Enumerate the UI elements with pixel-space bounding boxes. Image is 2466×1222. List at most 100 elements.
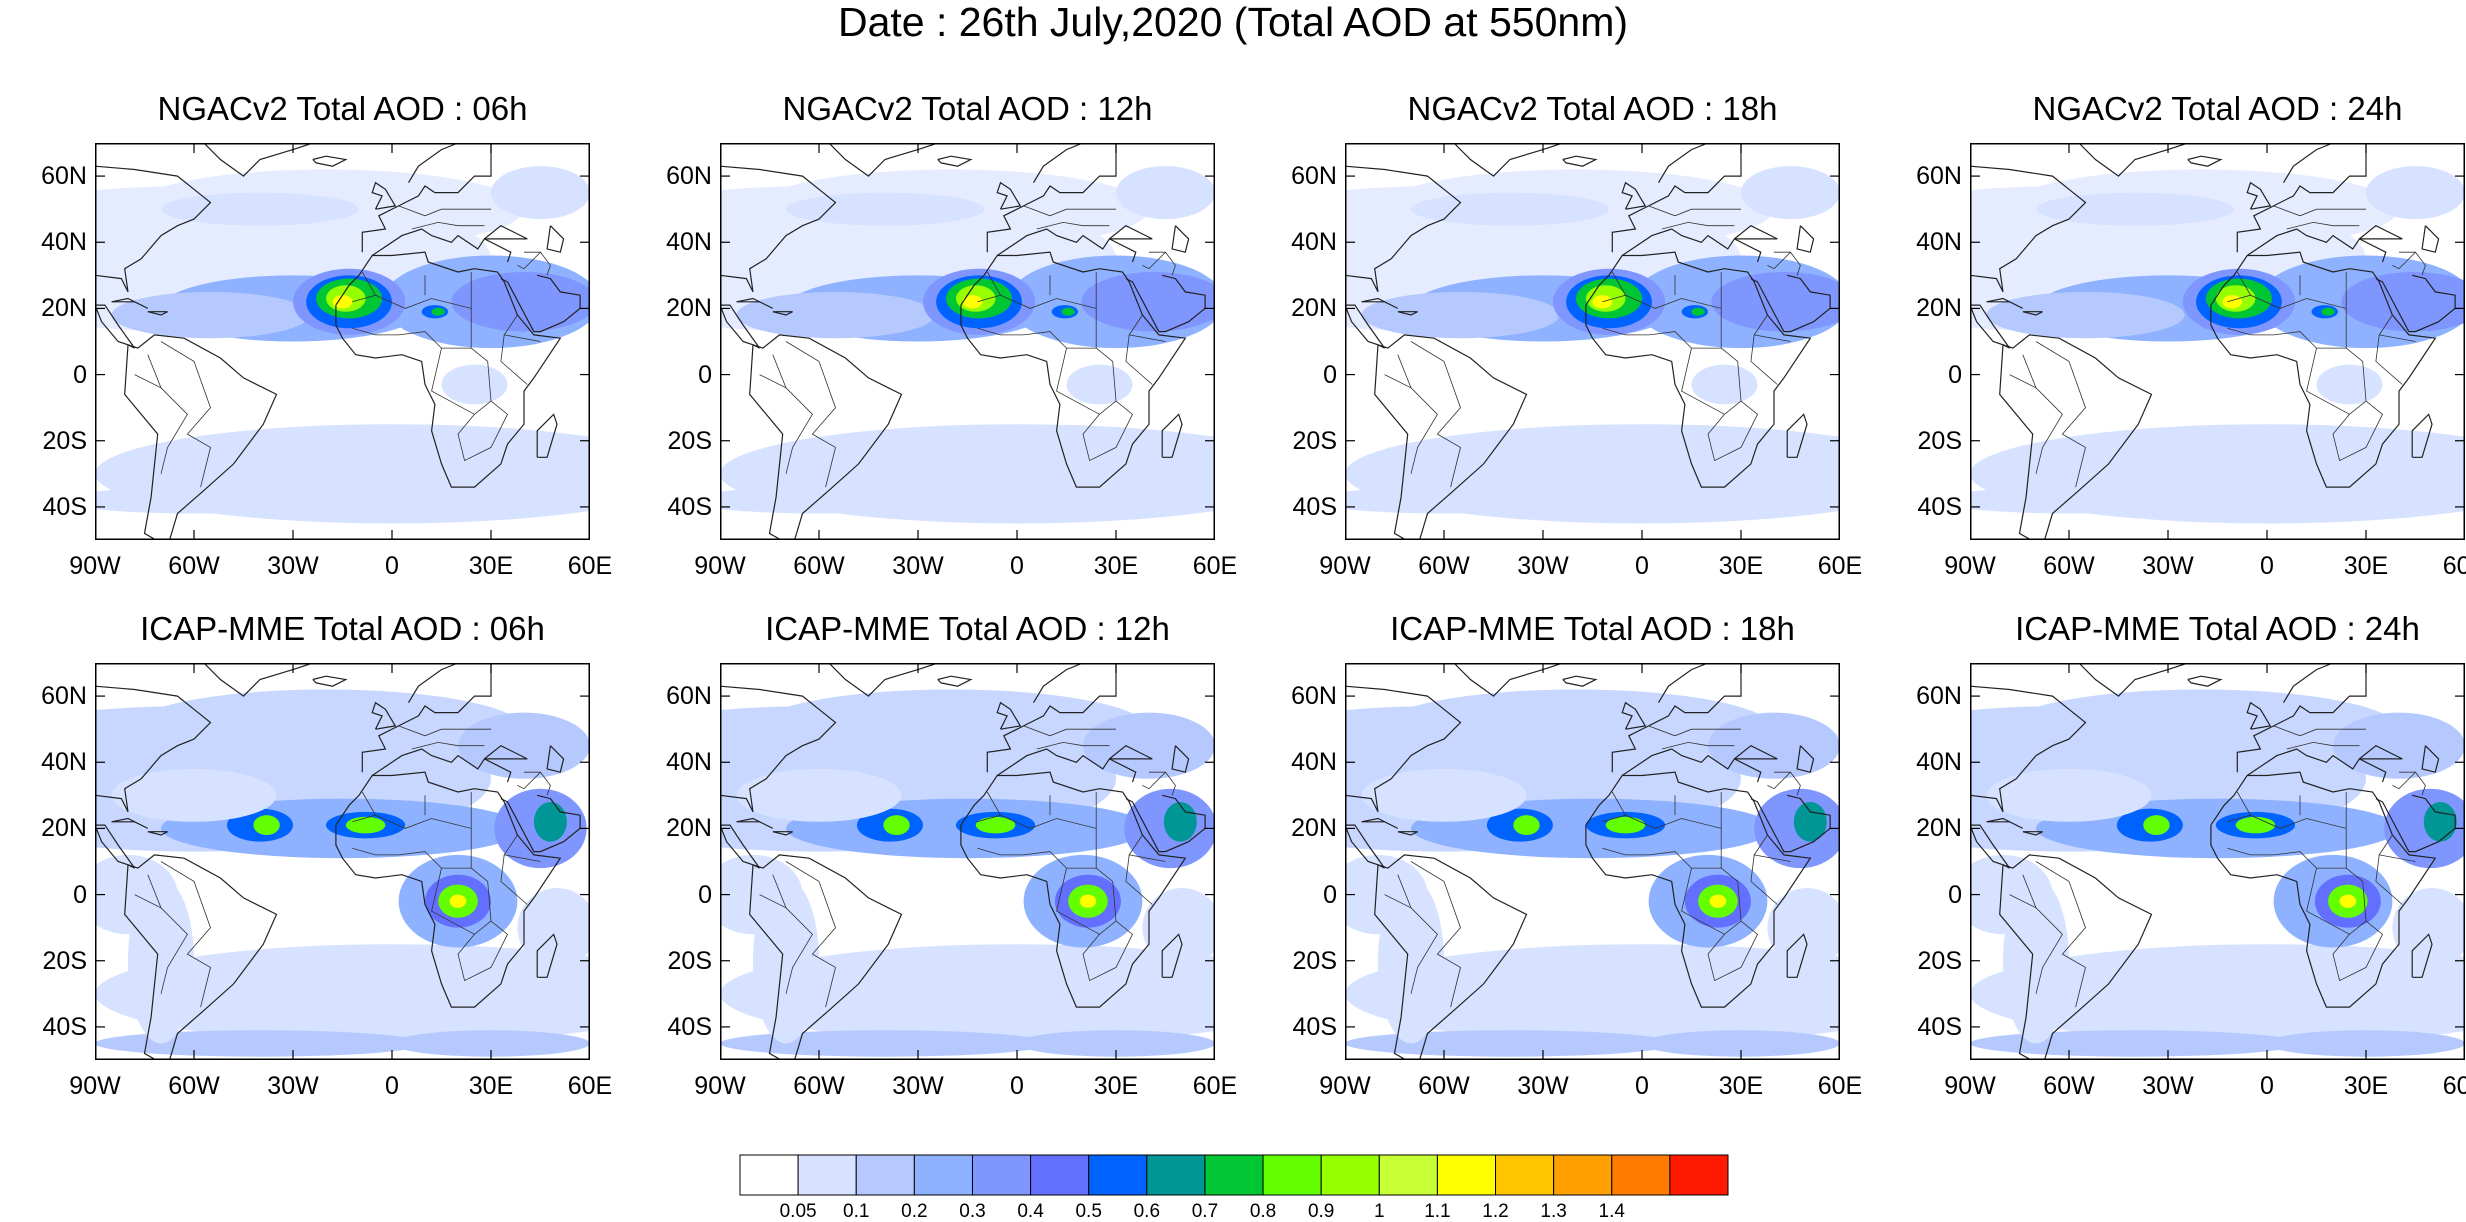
country-border bbox=[1767, 251, 1791, 270]
aod-field-contour bbox=[2423, 801, 2457, 842]
country-border bbox=[1774, 771, 1801, 796]
colorbar-swatch bbox=[1436, 1154, 1497, 1196]
aod-field-contour bbox=[392, 1030, 590, 1057]
country-border bbox=[134, 354, 162, 389]
lon-tick-label: 90W bbox=[1944, 1072, 1996, 1100]
aod-field-contour bbox=[2339, 894, 2357, 908]
country-border bbox=[1767, 771, 1791, 790]
lat-tick-label: 40S bbox=[1917, 1012, 1962, 1041]
lon-tick-label: 90W bbox=[1944, 552, 1996, 580]
lat-tick-label: 40N bbox=[666, 748, 712, 777]
colorbar-swatch bbox=[739, 1154, 799, 1196]
panel-title: ICAP-MME Total AOD : 18h bbox=[1390, 610, 1795, 647]
lat-tick-label: 20N bbox=[41, 814, 87, 843]
panel-title: ICAP-MME Total AOD : 06h bbox=[140, 610, 545, 647]
coastline bbox=[1786, 413, 1808, 458]
aod-map bbox=[1345, 663, 1840, 1060]
lat-tick-label: 40N bbox=[666, 228, 712, 257]
country-border bbox=[431, 347, 492, 415]
colorbar-label: 0.3 bbox=[959, 1201, 986, 1222]
lon-tick-label: 60E bbox=[1817, 1072, 1863, 1100]
aod-field-contour bbox=[253, 815, 280, 836]
colorbar-label: 0.05 bbox=[779, 1201, 817, 1222]
coastline bbox=[2359, 224, 2403, 240]
aod-field-contour bbox=[736, 768, 902, 822]
country-border bbox=[1602, 814, 1722, 869]
country-border bbox=[2375, 854, 2403, 905]
country-border bbox=[2009, 354, 2037, 389]
country-border bbox=[2378, 314, 2416, 342]
coastline bbox=[996, 181, 1022, 210]
colorbar-swatch bbox=[971, 1154, 1032, 1196]
country-border bbox=[2332, 400, 2384, 462]
country-border bbox=[1753, 834, 1791, 862]
lat-tick-label: 20S bbox=[1292, 946, 1337, 975]
coastline bbox=[2078, 663, 2188, 697]
country-border bbox=[1128, 834, 1166, 862]
aod-field-contour bbox=[2341, 272, 2465, 332]
country-border bbox=[785, 387, 813, 474]
country-border bbox=[398, 205, 491, 217]
coastline bbox=[124, 854, 278, 1060]
aod-field-contour bbox=[1691, 307, 1705, 316]
lon-tick-label: 30E bbox=[468, 1072, 514, 1100]
lon-tick-label: 90W bbox=[1319, 1072, 1371, 1100]
aod-background-field bbox=[720, 944, 1215, 1044]
lat-tick-label: 40N bbox=[41, 228, 87, 257]
coastline bbox=[2359, 744, 2403, 760]
aod-background-field bbox=[753, 689, 1149, 769]
aod-field-contour bbox=[2143, 815, 2170, 836]
coastline bbox=[2411, 413, 2433, 458]
lon-tick-label: 0 bbox=[385, 552, 399, 580]
aod-field-contour bbox=[1711, 272, 1840, 332]
coastline bbox=[1657, 663, 1709, 704]
lat-tick-label: 40S bbox=[1292, 492, 1337, 521]
coastline bbox=[2421, 225, 2440, 253]
aod-field-contour bbox=[95, 487, 326, 514]
coastline bbox=[960, 771, 1187, 1008]
country-border bbox=[500, 334, 528, 385]
aod-field-contour bbox=[1345, 1030, 1675, 1057]
country-border bbox=[2227, 814, 2347, 869]
lat-tick-label: 20S bbox=[42, 426, 87, 455]
aod-field-contour bbox=[883, 815, 910, 836]
country-border bbox=[1142, 771, 1166, 790]
country-border bbox=[2306, 347, 2367, 415]
lon-tick-label: 0 bbox=[1635, 1072, 1649, 1100]
aod-field-contour bbox=[441, 364, 508, 405]
panel-title: NGACv2 Total AOD : 12h bbox=[782, 90, 1153, 127]
colorbar-swatch bbox=[1495, 1154, 1555, 1196]
country-border bbox=[411, 221, 485, 230]
coastline bbox=[2282, 143, 2334, 184]
colorbar-label: 1.3 bbox=[1540, 1201, 1567, 1222]
aod-field-contour bbox=[1609, 427, 1741, 454]
country-border bbox=[524, 251, 551, 276]
coastline bbox=[95, 165, 212, 293]
aod-field-contour bbox=[1986, 768, 2152, 822]
country-border bbox=[1125, 854, 1153, 905]
lat-tick-label: 40N bbox=[1916, 748, 1962, 777]
aod-field-contour bbox=[449, 894, 467, 908]
country-border bbox=[986, 791, 1001, 816]
coastline bbox=[1611, 143, 1742, 253]
country-border bbox=[1602, 294, 1722, 349]
country-border bbox=[1681, 867, 1742, 935]
lat-tick-label: 20N bbox=[41, 294, 87, 323]
aod-map bbox=[720, 143, 1215, 540]
coastline bbox=[986, 663, 1117, 773]
aod-field-contour bbox=[359, 427, 491, 454]
aod-background-field bbox=[1345, 944, 1840, 1044]
coastline bbox=[1750, 274, 1831, 333]
lon-tick-label: 30W bbox=[2142, 552, 2194, 580]
aod-field-contour bbox=[491, 166, 590, 220]
coastline bbox=[312, 675, 348, 687]
aod-map bbox=[95, 663, 590, 1060]
coastline bbox=[2210, 771, 2437, 1008]
coastline bbox=[203, 143, 313, 177]
country-border bbox=[2399, 771, 2426, 796]
coastline bbox=[1999, 854, 2153, 1060]
map-frame bbox=[1345, 143, 1840, 540]
lat-tick-label: 20S bbox=[1292, 426, 1337, 455]
aod-field-contour bbox=[720, 1030, 1050, 1057]
colorbar-swatch bbox=[855, 1154, 915, 1196]
